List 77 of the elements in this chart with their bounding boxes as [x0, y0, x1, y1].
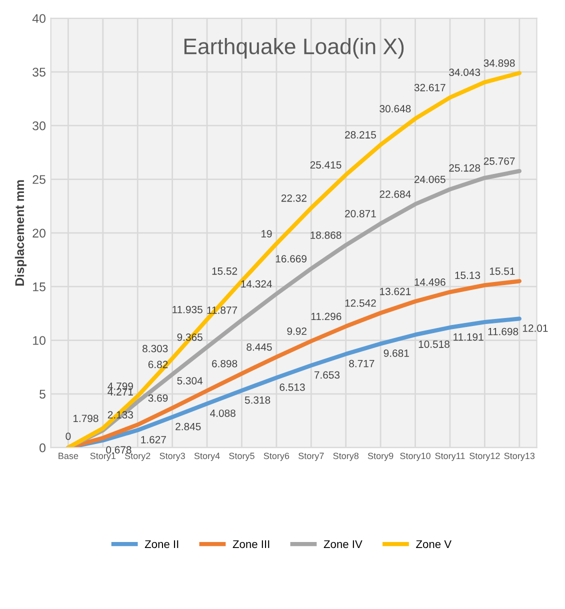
data-label: 11.935 — [172, 306, 202, 314]
data-label: 20.871 — [345, 210, 376, 218]
x-tick-label: Story12 — [470, 452, 500, 461]
y-tick-label: 40 — [32, 14, 46, 23]
x-tick-label: Story8 — [333, 452, 359, 461]
data-label: 34.043 — [449, 68, 480, 76]
data-label: 5.304 — [177, 377, 203, 384]
x-tick-label: Story4 — [194, 452, 220, 461]
data-label: 10.518 — [418, 340, 450, 348]
y-tick-label: 35 — [32, 68, 46, 77]
data-label: 22.32 — [281, 194, 306, 202]
data-label: 3.69 — [148, 394, 168, 402]
data-label: 22.684 — [380, 190, 411, 198]
y-axis-title: Displacement mm — [14, 180, 27, 286]
data-label: 8.303 — [142, 344, 168, 352]
data-label: 4.271 — [108, 388, 133, 396]
x-tick-label: Story7 — [298, 452, 324, 461]
y-tick-label: 0 — [40, 443, 46, 452]
data-label: 30.648 — [380, 105, 411, 112]
data-label: 18.868 — [310, 231, 342, 239]
y-tick-label: 30 — [32, 121, 46, 130]
x-tick-label: Story6 — [264, 452, 290, 461]
data-label: 8.717 — [349, 360, 374, 368]
data-label: 25.128 — [449, 164, 480, 172]
data-label: 6.898 — [212, 360, 238, 368]
data-label: 14.496 — [414, 278, 446, 286]
data-label: 34.898 — [484, 59, 515, 67]
data-label: 12.01 — [522, 324, 548, 332]
data-label: 25.767 — [484, 157, 515, 165]
x-tick-label: Story11 — [435, 452, 465, 461]
data-label: 19 — [261, 230, 272, 238]
data-label: 12.542 — [345, 299, 376, 307]
data-label: 5.318 — [244, 396, 270, 404]
text: Earthquake Load(in X) — [184, 38, 404, 59]
data-label: 25.415 — [310, 161, 342, 169]
data-label: 15.51 — [490, 268, 515, 275]
data-label: 24.065 — [414, 176, 446, 184]
x-tick-label: Story13 — [504, 452, 535, 461]
legend-label: Zone II — [144, 540, 178, 548]
data-label: 1.627 — [141, 436, 166, 444]
x-tick-label: Story5 — [229, 452, 254, 461]
data-label: 0.678 — [106, 446, 132, 454]
data-label: 1.798 — [73, 414, 98, 422]
x-tick-label: Base — [58, 452, 78, 460]
y-tick-label: 20 — [32, 228, 46, 238]
data-label: 15.52 — [212, 267, 238, 275]
legend-label: Zone III — [232, 540, 270, 548]
y-tick-label: 25 — [32, 175, 46, 184]
data-label: 7.653 — [314, 371, 340, 379]
y-tick-label: 10 — [33, 336, 46, 345]
data-label: 28.215 — [345, 131, 376, 139]
data-label: 14.324 — [241, 280, 272, 288]
x-tick-label: Story10 — [400, 452, 430, 461]
legend-label: Zone IV — [324, 540, 362, 548]
data-label: 2.845 — [176, 422, 201, 430]
legend-label: Zone V — [416, 540, 452, 548]
y-tick-label: 15 — [33, 282, 46, 292]
x-tick-label: Story9 — [368, 452, 394, 461]
data-label: 15.13 — [455, 272, 480, 279]
data-label: 32.617 — [414, 84, 446, 92]
data-label: 0 — [66, 432, 71, 440]
data-label: 11.296 — [311, 312, 342, 320]
data-label: 11.191 — [454, 333, 484, 341]
data-label: 11.698 — [488, 328, 518, 336]
data-label: 4.799 — [108, 382, 133, 390]
data-label: 4.088 — [210, 410, 236, 417]
x-tick-label: Story1 — [90, 452, 116, 461]
line-series — [66, 70, 522, 448]
x-tick-label: Story3 — [160, 452, 185, 461]
data-label: 9.92 — [287, 328, 306, 335]
data-label: 6.513 — [280, 384, 305, 391]
data-label: 8.445 — [246, 343, 272, 351]
x-tick-label: Story2 — [124, 452, 150, 461]
y-tick-label: 5 — [40, 390, 46, 399]
data-label: 13.621 — [380, 288, 411, 296]
data-label: 9.681 — [384, 350, 409, 357]
data-label: 16.669 — [276, 255, 306, 262]
